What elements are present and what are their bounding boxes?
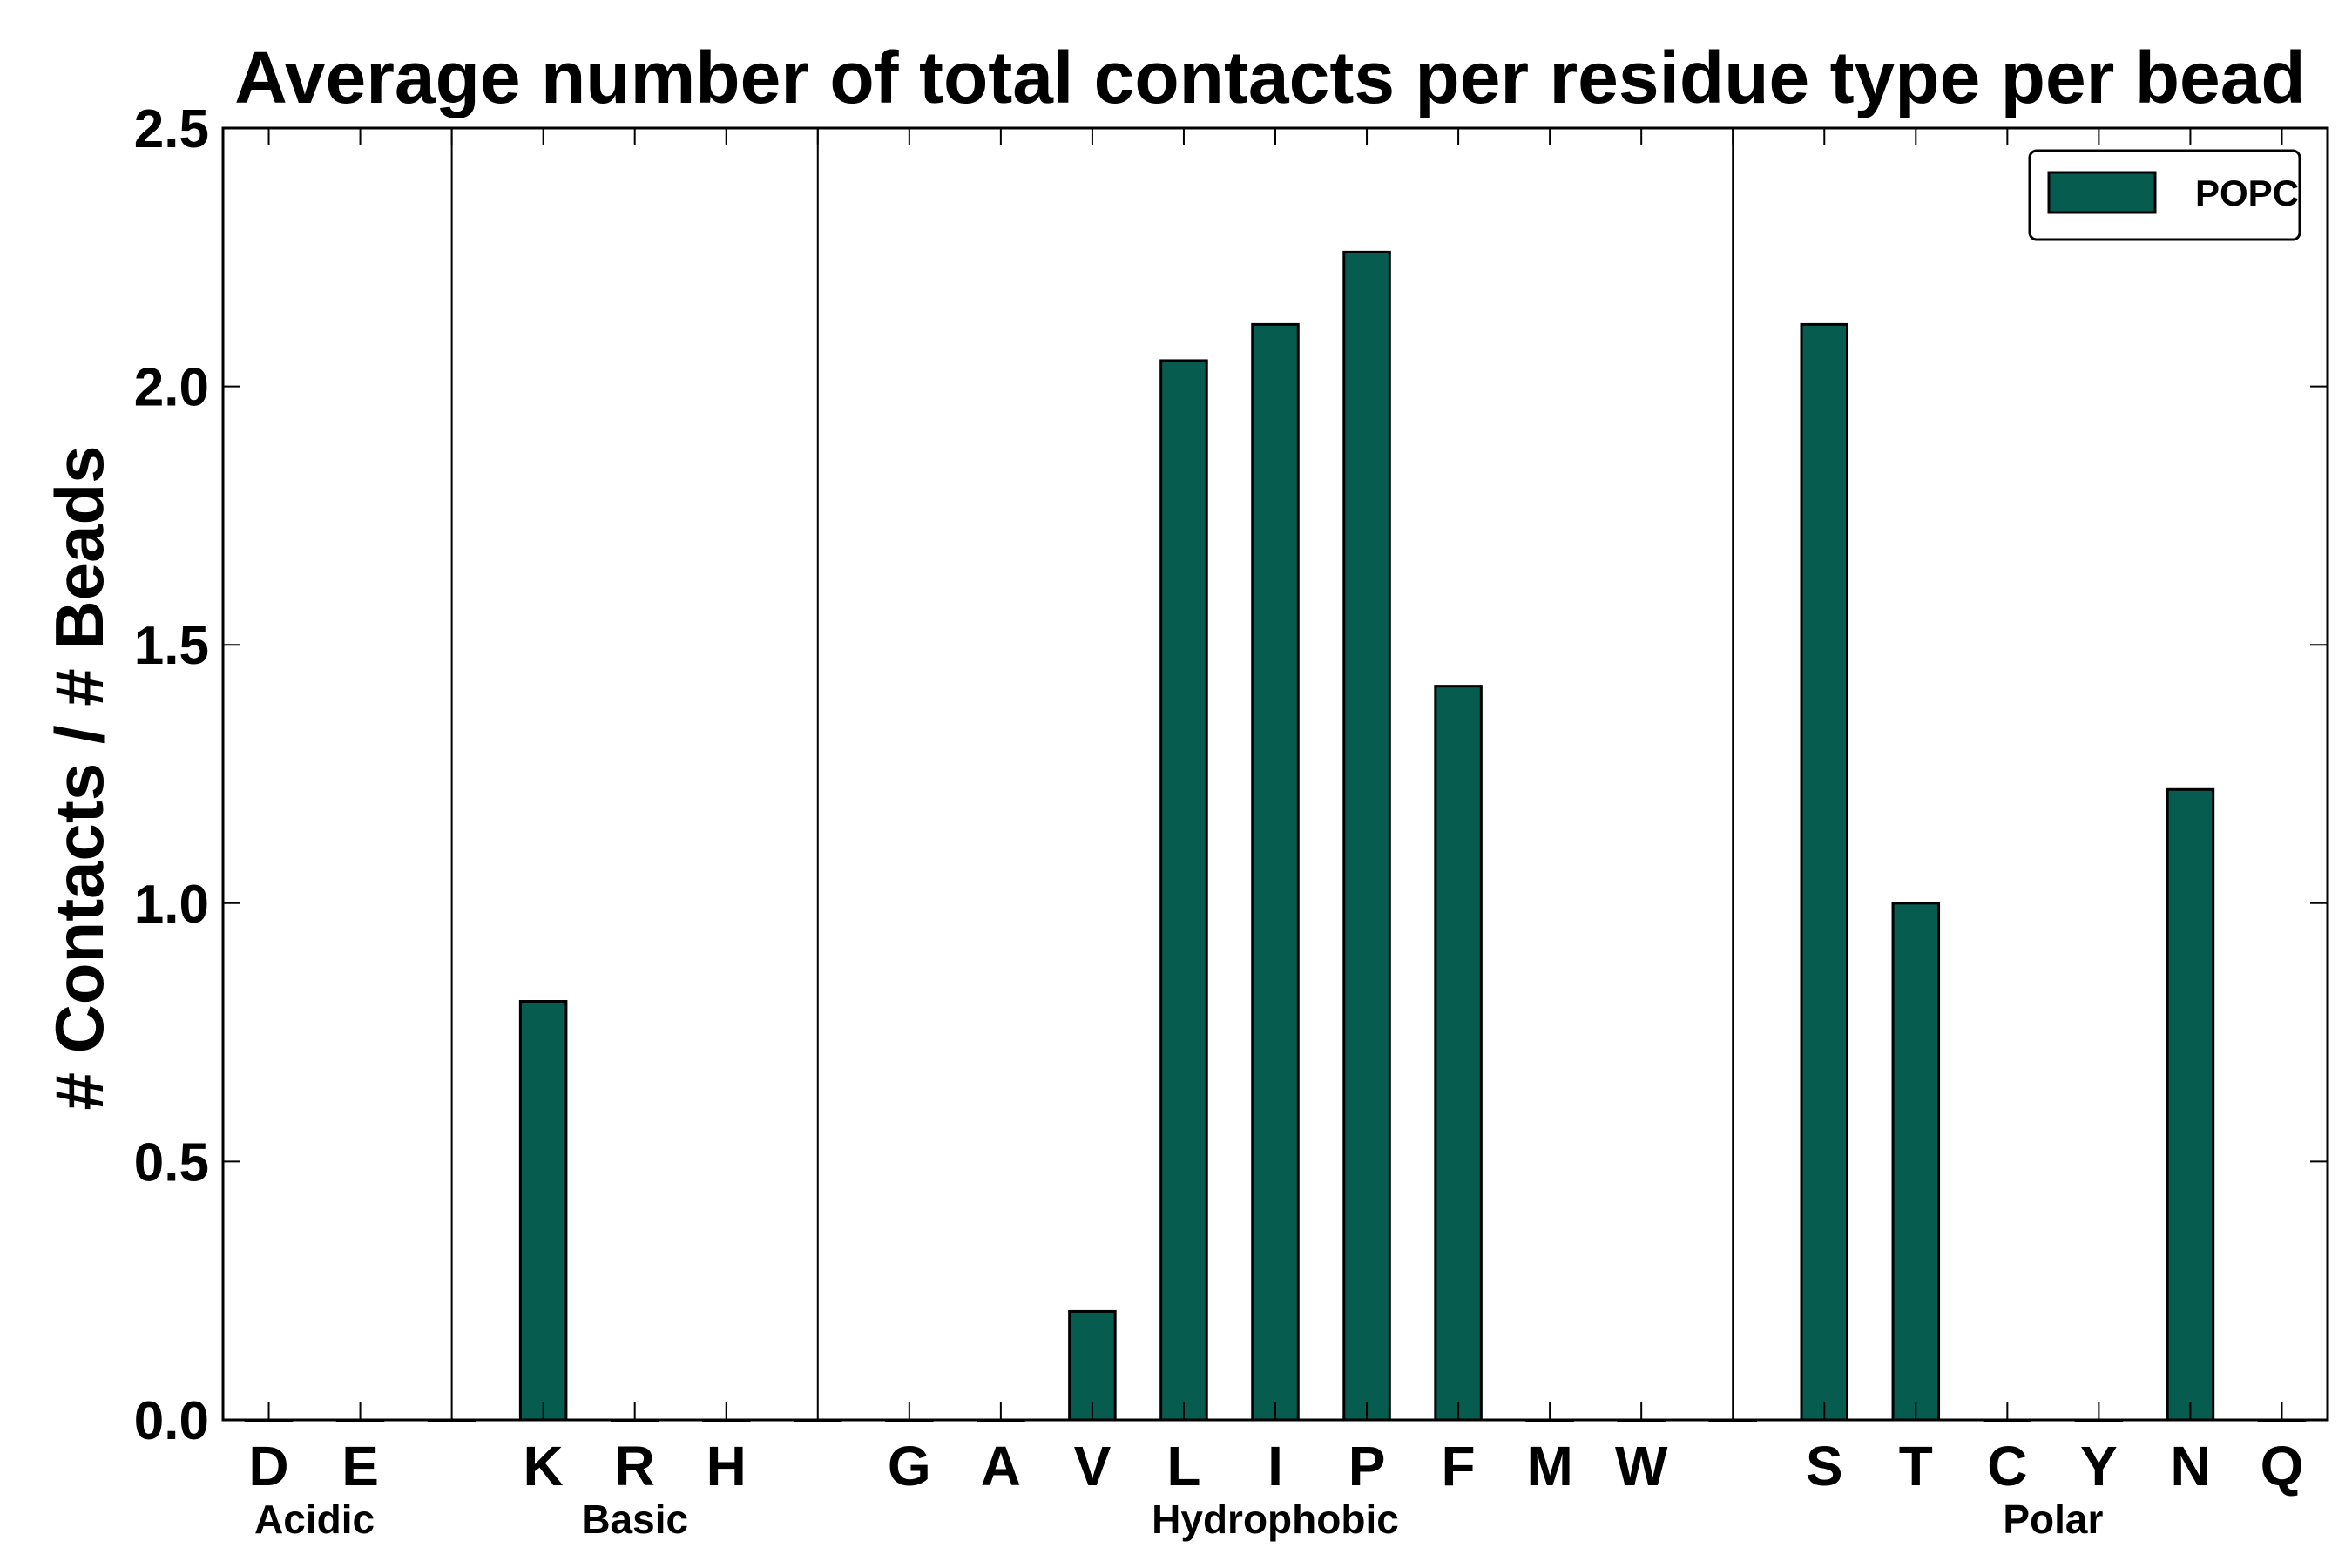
bar-T <box>1891 902 1941 1422</box>
bar-K <box>518 1000 568 1422</box>
x-tick-label-A: A <box>981 1435 1021 1497</box>
x-tick-label-W: W <box>1615 1435 1668 1497</box>
y-tick-label: 0.5 <box>134 1132 209 1193</box>
y-tick-label: 2.0 <box>134 358 209 418</box>
plot-area: 0.0 0.5 1.0 1.5 2.0 2.5 D E K R H G A V L I P F M W S T C Y N Q Ac… <box>134 99 2329 1542</box>
x-tick-label-D: D <box>248 1435 288 1497</box>
group-label-hydrophobic: Hydrophobic <box>1152 1497 1399 1542</box>
x-tick-label-L: L <box>1166 1435 1200 1497</box>
y-tick-label: 2.5 <box>134 99 209 159</box>
x-tick-label-G: G <box>888 1435 931 1497</box>
x-tick-label-Y: Y <box>2080 1435 2118 1497</box>
group-label-polar: Polar <box>2003 1497 2103 1542</box>
y-tick-label: 1.0 <box>134 875 209 935</box>
x-tick-label-C: C <box>1987 1435 2027 1497</box>
bar-N <box>2166 787 2215 1422</box>
x-tick-label-E: E <box>341 1435 379 1497</box>
legend: POPC <box>2028 149 2301 241</box>
x-tick-label-S: S <box>1806 1435 1843 1497</box>
x-tick-label-P: P <box>1348 1435 1386 1497</box>
x-tick-label-H: H <box>706 1435 747 1497</box>
x-tick-label-T: T <box>1899 1435 1933 1497</box>
x-tick-label-M: M <box>1526 1435 1572 1497</box>
bar-S <box>1800 322 1849 1422</box>
x-tick-label-R: R <box>615 1435 655 1497</box>
bar-F <box>1434 685 1483 1422</box>
y-tick-label: 1.5 <box>134 616 209 676</box>
group-label-acidic: Acidic <box>254 1497 375 1542</box>
x-tick-label-F: F <box>1442 1435 1476 1497</box>
axes-frame <box>221 126 2329 1422</box>
bar-L <box>1159 359 1208 1422</box>
x-tick-label-N: N <box>2170 1435 2210 1497</box>
x-tick-label-I: I <box>1267 1435 1283 1497</box>
y-axis-label: # Contacts / # Beads <box>41 446 118 1111</box>
legend-swatch <box>2047 171 2157 214</box>
x-tick-label-Q: Q <box>2261 1435 2304 1497</box>
x-tick-label-V: V <box>1074 1435 1112 1497</box>
group-label-basic: Basic <box>581 1497 688 1542</box>
y-tick-label: 0.0 <box>134 1391 209 1451</box>
chart-title: Average number of total contacts per res… <box>234 37 2306 118</box>
x-tick-label-K: K <box>524 1435 564 1497</box>
bar-I <box>1251 322 1300 1422</box>
legend-label-popc: POPC <box>2195 172 2299 213</box>
bar-P <box>1342 250 1391 1422</box>
